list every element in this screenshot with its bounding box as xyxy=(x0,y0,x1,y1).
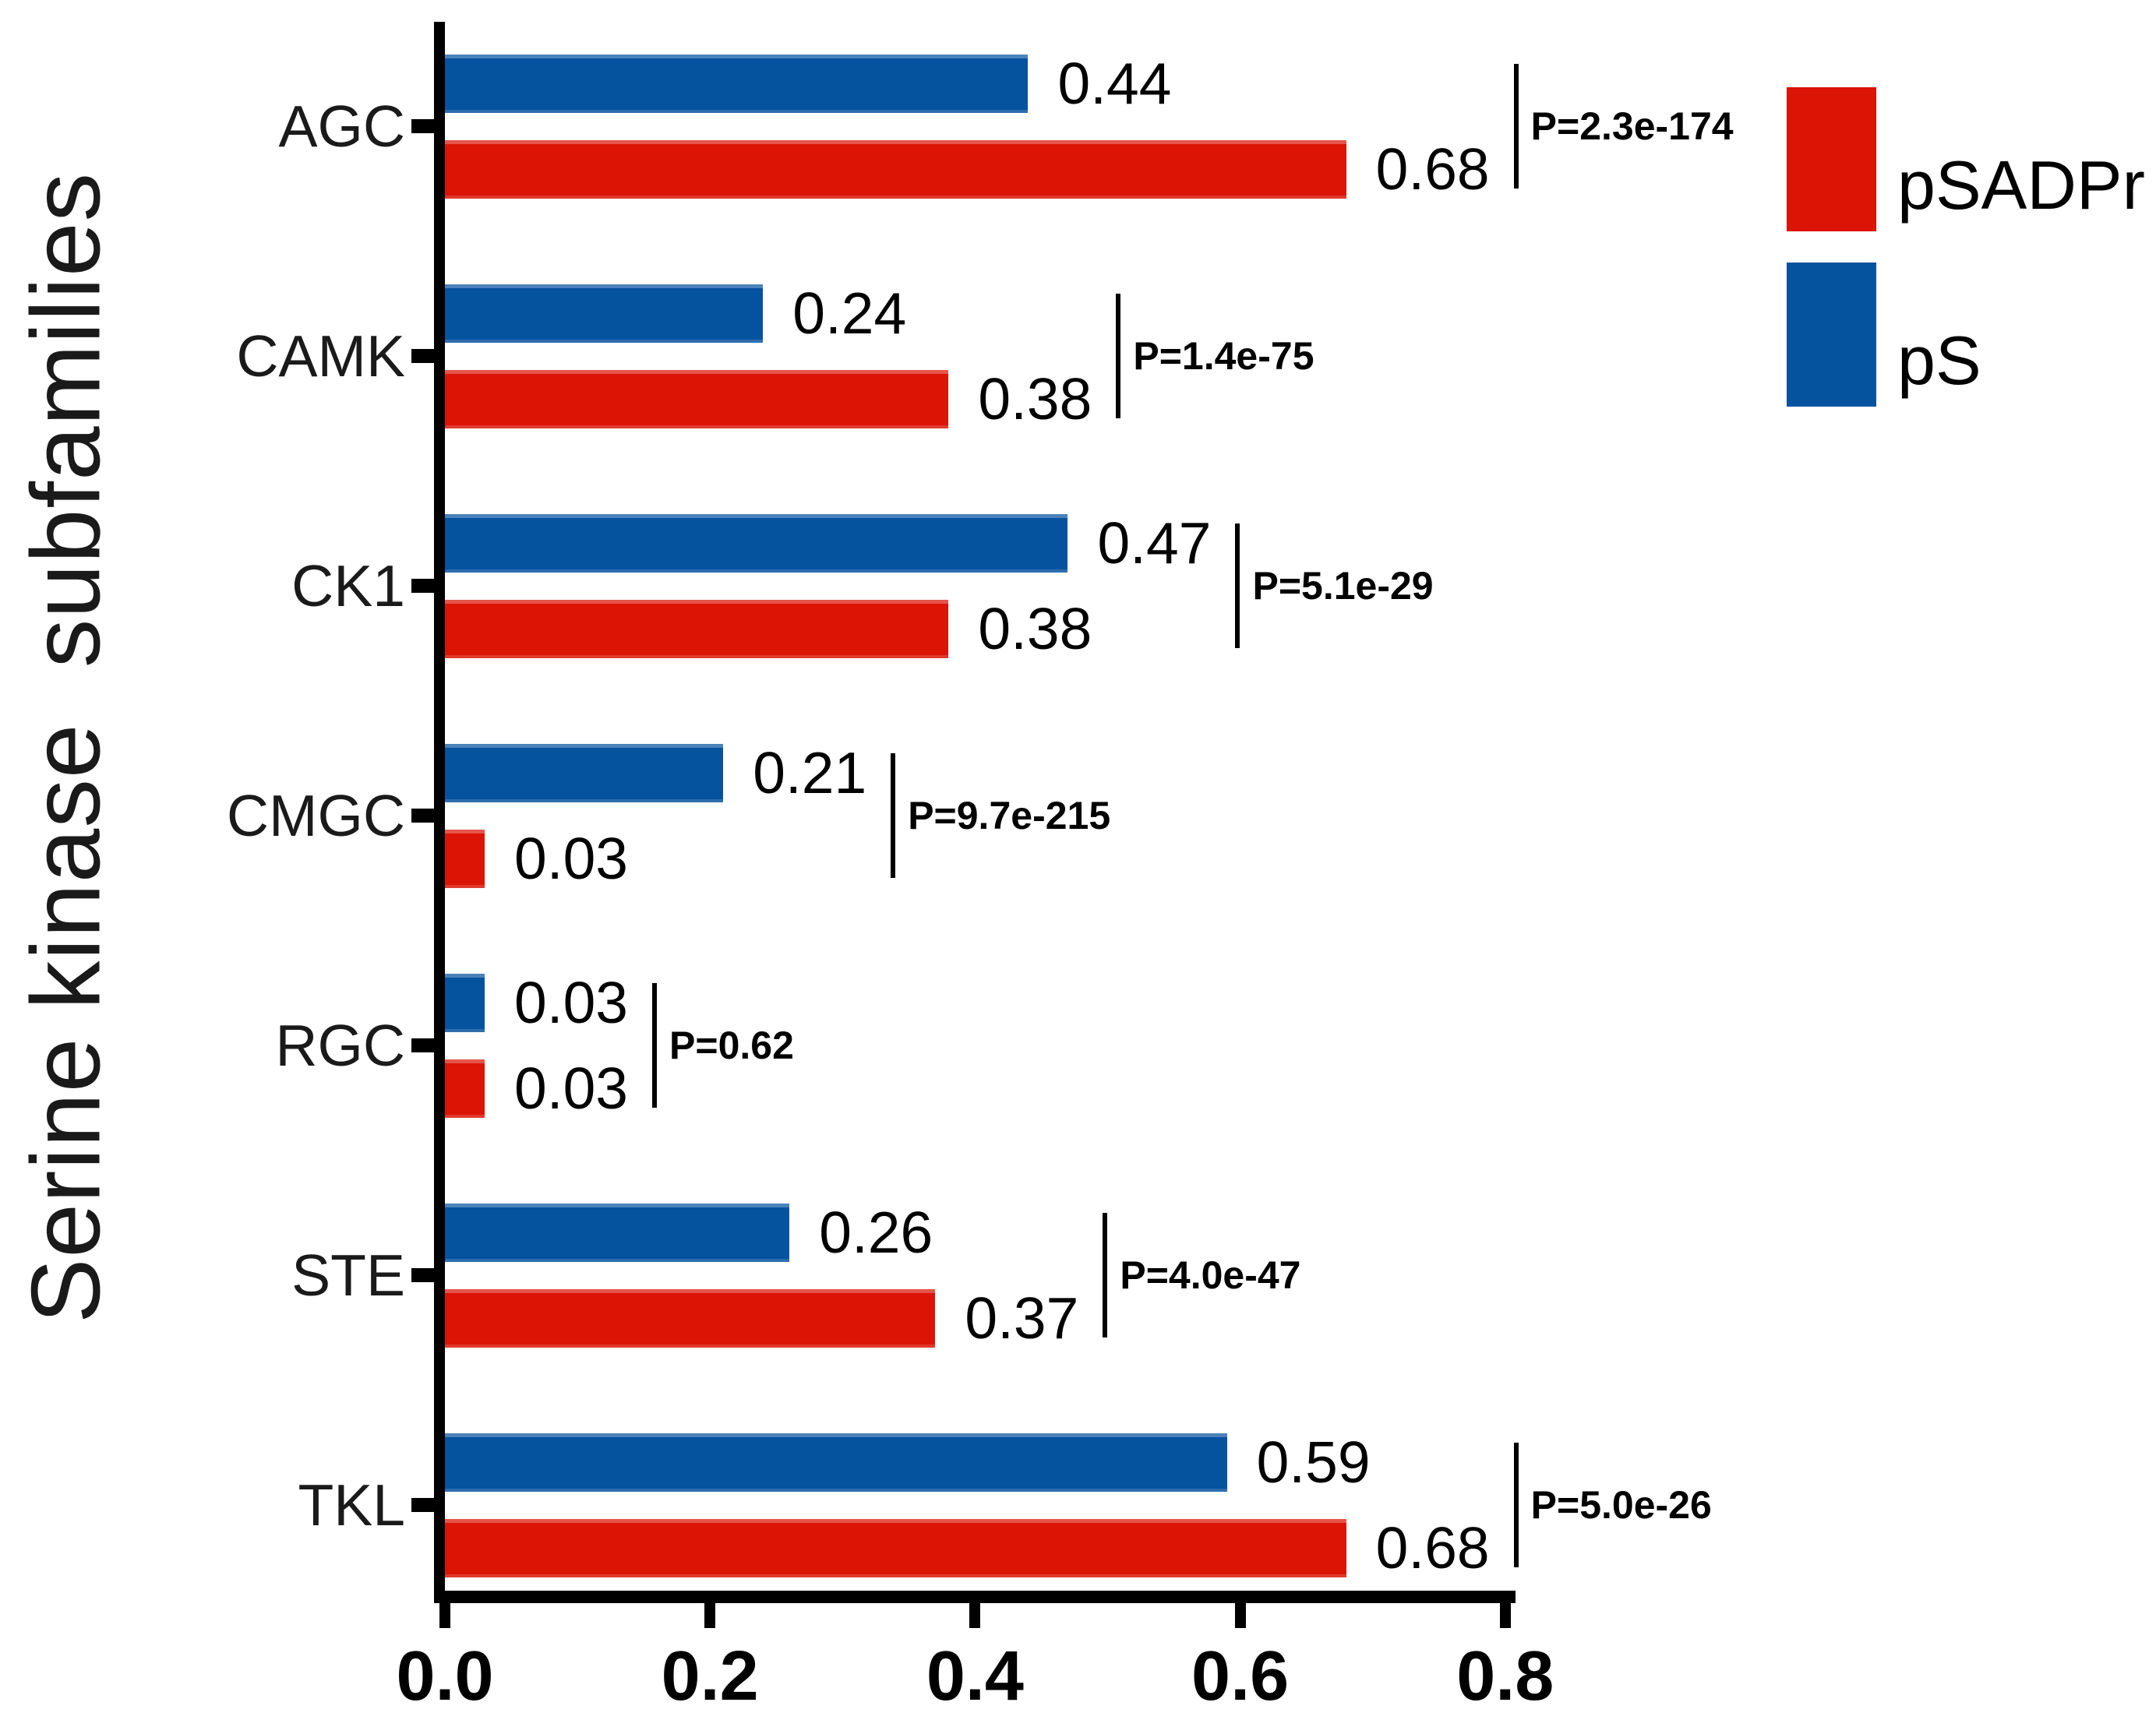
x-axis-tick xyxy=(1234,1591,1246,1628)
legend-swatch-pSADPr xyxy=(1787,87,1876,231)
bar-pSADPr-AGC xyxy=(445,139,1346,199)
x-axis-tick xyxy=(704,1591,716,1628)
value-label-pSADPr-RGC: 0.03 xyxy=(514,1056,628,1121)
significance-bracket-TKL xyxy=(1513,1443,1519,1567)
value-label-pS-CAMK: 0.24 xyxy=(792,280,907,346)
x-axis-tick-label: 0.0 xyxy=(396,1637,494,1715)
legend-label-pSADPr: pSADPr xyxy=(1897,146,2145,224)
category-label-CAMK: CAMK xyxy=(236,323,405,389)
significance-bracket-STE xyxy=(1103,1213,1108,1338)
bar-pS-STE xyxy=(445,1203,790,1262)
p-value-label-CAMK: P=1.4e-75 xyxy=(1133,334,1314,378)
bar-pS-CK1 xyxy=(445,513,1068,573)
value-label-pS-TKL: 0.59 xyxy=(1256,1429,1371,1495)
x-axis-tick-label: 0.8 xyxy=(1456,1637,1554,1715)
bar-pS-CMGC xyxy=(445,743,724,802)
p-value-label-AGC: P=2.3e-174 xyxy=(1530,104,1734,148)
value-label-pSADPr-CMGC: 0.03 xyxy=(514,826,628,891)
p-value-label-CMGC: P=9.7e-215 xyxy=(908,794,1111,837)
bar-pSADPr-CAMK xyxy=(445,369,949,428)
bar-pSADPr-CMGC xyxy=(445,829,485,888)
bar-pS-CAMK xyxy=(445,284,764,343)
value-label-pS-CK1: 0.47 xyxy=(1097,510,1212,576)
value-label-pS-AGC: 0.44 xyxy=(1057,51,1172,116)
legend-swatch-pS xyxy=(1787,263,1876,407)
y-axis-tick-AGC xyxy=(411,119,445,133)
y-axis-tick-CMGC xyxy=(411,809,445,823)
category-label-CMGC: CMGC xyxy=(226,783,405,848)
value-label-pSADPr-CAMK: 0.38 xyxy=(978,366,1092,432)
significance-bracket-AGC xyxy=(1513,64,1519,189)
category-label-CK1: CK1 xyxy=(291,553,405,619)
bar-pSADPr-STE xyxy=(445,1288,936,1348)
significance-bracket-CMGC xyxy=(891,753,896,878)
bar-pS-RGC xyxy=(445,973,485,1032)
legend-label-pS: pS xyxy=(1897,321,1981,399)
x-axis-tick xyxy=(969,1591,981,1628)
p-value-label-TKL: P=5.0e-26 xyxy=(1530,1483,1712,1527)
bar-pSADPr-TKL xyxy=(445,1518,1346,1577)
value-label-pSADPr-STE: 0.37 xyxy=(965,1285,1079,1351)
significance-bracket-CK1 xyxy=(1235,523,1240,648)
y-axis-tick-STE xyxy=(411,1268,445,1282)
p-value-label-STE: P=4.0e-47 xyxy=(1120,1253,1301,1297)
x-axis-tick xyxy=(439,1591,450,1628)
y-axis-tick-TKL xyxy=(411,1498,445,1512)
y-axis-tick-RGC xyxy=(411,1038,445,1052)
p-value-label-CK1: P=5.1e-29 xyxy=(1252,564,1434,608)
category-label-STE: STE xyxy=(291,1242,405,1308)
value-label-pSADPr-TKL: 0.68 xyxy=(1375,1515,1490,1581)
x-axis-tick-label: 0.4 xyxy=(926,1637,1024,1715)
x-axis-tick xyxy=(1499,1591,1511,1628)
bar-pS-TKL xyxy=(445,1433,1227,1492)
value-label-pS-RGC: 0.03 xyxy=(514,970,628,1035)
significance-bracket-RGC xyxy=(652,983,658,1108)
value-label-pSADPr-AGC: 0.68 xyxy=(1375,136,1490,202)
category-label-RGC: RGC xyxy=(275,1013,405,1078)
value-label-pSADPr-CK1: 0.38 xyxy=(978,596,1092,661)
p-value-label-RGC: P=0.62 xyxy=(669,1024,794,1067)
category-label-TKL: TKL xyxy=(298,1472,405,1538)
y-axis-tick-CAMK xyxy=(411,349,445,363)
category-label-AGC: AGC xyxy=(278,93,405,159)
bar-pSADPr-RGC xyxy=(445,1059,485,1118)
x-axis-tick-label: 0.6 xyxy=(1191,1637,1290,1715)
bar-pS-AGC xyxy=(445,54,1029,113)
x-axis-tick-label: 0.2 xyxy=(661,1637,759,1715)
y-axis-tick-CK1 xyxy=(411,579,445,593)
value-label-pS-CMGC: 0.21 xyxy=(753,740,867,805)
value-label-pS-STE: 0.26 xyxy=(819,1200,933,1265)
bar-pSADPr-CK1 xyxy=(445,599,949,658)
significance-bracket-CAMK xyxy=(1116,294,1121,418)
